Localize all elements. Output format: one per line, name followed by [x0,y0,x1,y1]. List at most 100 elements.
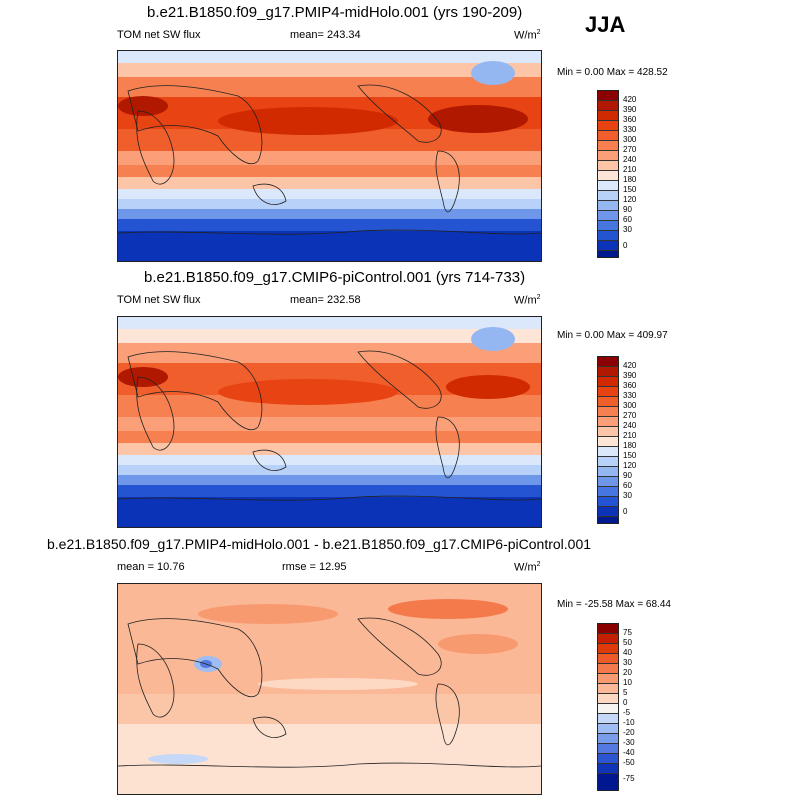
cbar-swatch [598,734,618,744]
panel-2-colorbar [597,356,619,524]
cbar-swatch [598,221,618,231]
panel-1-variable-label: TOM net SW flux [117,29,201,41]
cbar-swatch [598,357,618,367]
cbar-swatch [598,624,618,634]
cbar-swatch [598,664,618,674]
panel-2-map [117,316,542,528]
cbar-tick-label: 90 [623,471,632,480]
cbar-swatch [598,241,618,251]
cbar-tick-label: 30 [623,491,632,500]
cbar-tick-label: 0 [623,507,628,516]
cbar-swatch [598,191,618,201]
panel-1-units: W/m2 [514,29,541,42]
panel-1-map [117,50,542,262]
panel-3-units: W/m2 [514,561,541,574]
cbar-swatch [598,644,618,654]
cbar-tick-label: 50 [623,638,632,647]
panel-1-colorbar [597,90,619,258]
cbar-swatch [598,367,618,377]
cbar-tick-label: 390 [623,105,637,114]
cbar-swatch [598,724,618,734]
cbar-tick-label: 360 [623,381,637,390]
cbar-tick-label: 180 [623,441,637,450]
panel-3-mean-label: mean = 10.76 [117,561,185,573]
cbar-tick-label: -30 [623,738,635,747]
cbar-swatch [598,417,618,427]
cbar-swatch [598,674,618,684]
cbar-swatch [598,774,618,790]
cbar-tick-label: 210 [623,431,637,440]
cbar-tick-label: 270 [623,411,637,420]
cbar-tick-label: 180 [623,175,637,184]
cbar-tick-label: 75 [623,628,632,637]
panel-1-title: b.e21.B1850.f09_g17.PMIP4-midHolo.001 (y… [147,4,523,21]
panel-3-title: b.e21.B1850.f09_g17.PMIP4-midHolo.001 - … [47,536,592,552]
cbar-swatch [598,457,618,467]
cbar-swatch [598,161,618,171]
cbar-swatch [598,694,618,704]
cbar-tick-label: 360 [623,115,637,124]
cbar-tick-label: 420 [623,95,637,104]
cbar-tick-label: 0 [623,698,628,707]
cbar-swatch [598,387,618,397]
cbar-swatch [598,477,618,487]
cbar-swatch [598,744,618,754]
cbar-tick-label: 60 [623,215,632,224]
panel-3-map [117,583,542,795]
panel-1-mean-label: mean= 243.34 [290,29,361,41]
panel-3-minmax: Min = -25.58 Max = 68.44 [557,599,671,610]
cbar-swatch [598,467,618,477]
cbar-tick-label: 300 [623,401,637,410]
cbar-swatch [598,497,618,507]
cbar-tick-label: 40 [623,648,632,657]
cbar-tick-label: 270 [623,145,637,154]
cbar-tick-label: 210 [623,165,637,174]
cbar-tick-label: -20 [623,728,635,737]
cbar-swatch [598,91,618,101]
cbar-tick-label: 150 [623,451,637,460]
panel-2-title: b.e21.B1850.f09_g17.CMIP6-piControl.001 … [144,269,526,286]
cbar-tick-label: -50 [623,758,635,767]
cbar-tick-label: 120 [623,195,637,204]
cbar-swatch [598,507,618,517]
cbar-tick-label: -10 [623,718,635,727]
cbar-tick-label: 240 [623,421,637,430]
cbar-swatch [598,634,618,644]
cbar-tick-label: 240 [623,155,637,164]
cbar-tick-label: 20 [623,668,632,677]
cbar-tick-label: 150 [623,185,637,194]
cbar-tick-label: 90 [623,205,632,214]
season-label: JJA [585,12,626,37]
cbar-swatch [598,397,618,407]
panel-2-mean-label: mean= 232.58 [290,294,361,306]
cbar-tick-label: 0 [623,241,628,250]
cbar-tick-label: -40 [623,748,635,757]
cbar-swatch [598,151,618,161]
cbar-swatch [598,211,618,221]
cbar-tick-label: 5 [623,688,628,697]
cbar-tick-label: 30 [623,658,632,667]
cbar-swatch [598,764,618,774]
cbar-swatch [598,407,618,417]
cbar-swatch [598,704,618,714]
cbar-swatch [598,171,618,181]
cbar-tick-label: 420 [623,361,637,370]
cbar-tick-label: 300 [623,135,637,144]
cbar-swatch [598,377,618,387]
cbar-swatch [598,754,618,764]
cbar-tick-label: 10 [623,678,632,687]
panel-2-minmax: Min = 0.00 Max = 409.97 [557,330,668,341]
cbar-swatch [598,131,618,141]
panel-1-minmax: Min = 0.00 Max = 428.52 [557,67,668,78]
cbar-swatch [598,447,618,457]
cbar-tick-label: 330 [623,391,637,400]
cbar-swatch [598,487,618,497]
panel-2-variable-label: TOM net SW flux [117,294,201,306]
cbar-swatch [598,517,618,523]
cbar-swatch [598,181,618,191]
cbar-swatch [598,201,618,211]
cbar-swatch [598,427,618,437]
cbar-swatch [598,101,618,111]
cbar-swatch [598,684,618,694]
cbar-swatch [598,437,618,447]
